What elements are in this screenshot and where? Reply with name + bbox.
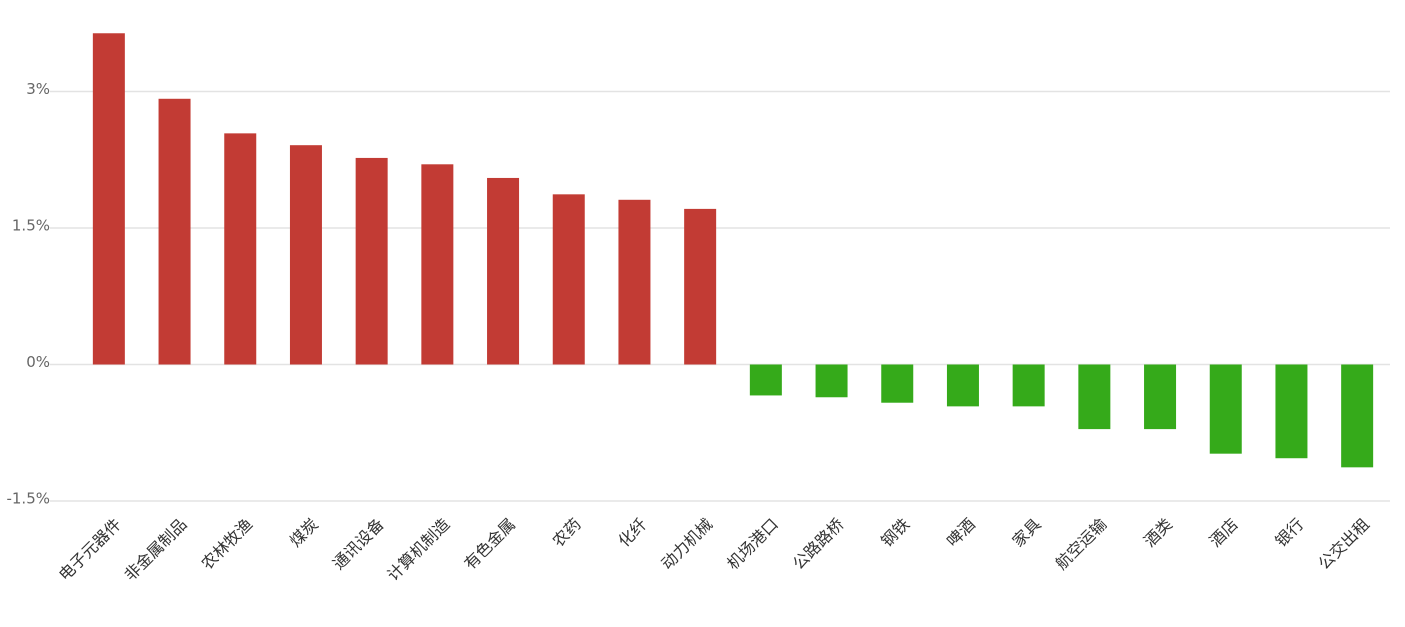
x-tick-label: 计算机制造	[383, 515, 453, 585]
x-tick-label: 煤炭	[286, 515, 322, 551]
bar	[224, 133, 257, 365]
bar	[552, 194, 585, 365]
bar	[1341, 364, 1374, 468]
x-tick-label: 啤酒	[943, 515, 979, 551]
x-tick-label: 酒店	[1206, 515, 1242, 551]
x-tick-label: 电子元器件	[55, 515, 125, 585]
x-tick-label: 银行	[1271, 515, 1307, 551]
bar	[421, 164, 454, 365]
bar	[618, 199, 651, 365]
bar	[749, 364, 782, 396]
bar	[1078, 364, 1111, 430]
x-tick-label: 农林牧渔	[198, 515, 257, 574]
x-tick-label: 动力机械	[657, 515, 716, 574]
x-tick-label: 化纤	[614, 515, 650, 551]
bar	[92, 33, 125, 365]
bar	[1275, 364, 1308, 459]
bar	[1144, 364, 1177, 430]
bar	[158, 98, 191, 365]
x-tick-label: 酒类	[1140, 515, 1176, 551]
bar	[815, 364, 848, 398]
x-tick-label: 航空运输	[1052, 515, 1111, 574]
bar	[289, 145, 322, 365]
x-tick-label: 公路路桥	[789, 515, 848, 574]
y-tick-label: 0%	[26, 353, 50, 371]
bar	[1012, 364, 1045, 407]
x-tick-label: 农药	[549, 515, 585, 551]
x-tick-label: 机场港口	[723, 515, 782, 574]
bar	[487, 177, 520, 365]
y-tick-label: 1.5%	[12, 217, 50, 235]
bar	[684, 208, 717, 365]
x-tick-label: 非金属制品	[121, 515, 191, 585]
x-tick-label: 公交出租	[1314, 515, 1373, 574]
bar	[881, 364, 914, 403]
x-tick-label: 钢铁	[877, 515, 913, 551]
bar	[355, 157, 388, 365]
bar	[946, 364, 979, 407]
y-tick-label: -1.5%	[6, 490, 50, 508]
y-tick-label: 3%	[26, 80, 50, 98]
bar	[1209, 364, 1242, 454]
x-tick-label: 通讯设备	[329, 515, 388, 574]
x-tick-label: 家具	[1009, 515, 1045, 551]
x-tick-label: 有色金属	[460, 515, 519, 574]
